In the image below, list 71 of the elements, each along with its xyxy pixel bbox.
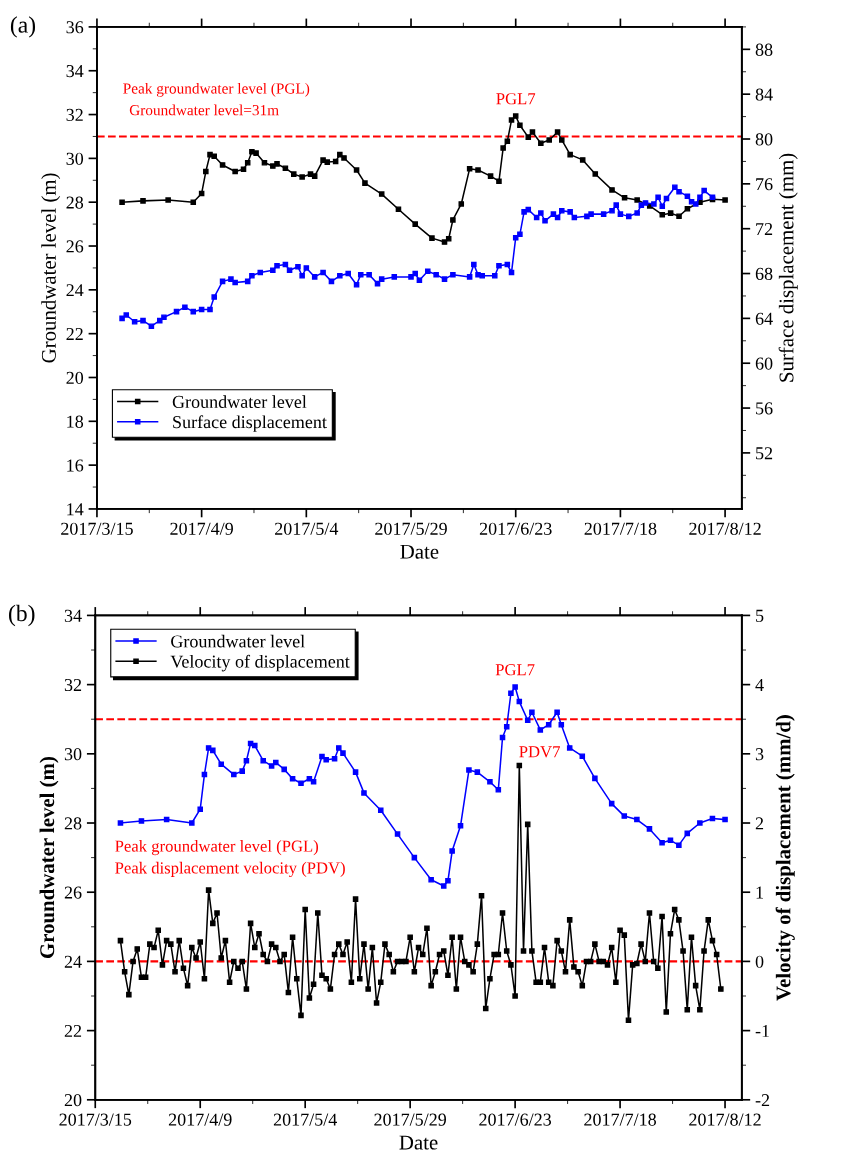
y-axis-title: Groundwater level (m) [39, 757, 59, 959]
annotation: Peak groundwater level (PGL) [115, 840, 319, 856]
annotation: Peak displacement velocity (PDV) [115, 861, 345, 877]
y2-tick-label: 64 [755, 312, 773, 325]
chart-title: (b) [9, 604, 35, 627]
x-tick-label: 2017/8/12 [689, 522, 761, 535]
y2-tick-label: 88 [755, 43, 773, 56]
x-tick-label: 2017/5/29 [375, 522, 447, 535]
y-tick-label: 30 [64, 748, 82, 761]
legend-label: Velocity of displacement [170, 654, 350, 672]
y-tick-label: 16 [67, 459, 84, 472]
x-tick-label: 2017/5/4 [275, 522, 339, 535]
x-tick-label: 2017/5/29 [374, 1113, 447, 1126]
y-tick-label: 28 [64, 817, 82, 830]
y-tick-label: 26 [64, 886, 82, 899]
y2-tick-label: 68 [755, 267, 773, 280]
annotation: PGL7 [495, 664, 535, 676]
y2-tick-label: 1 [756, 886, 763, 899]
y2-tick-label: 5 [756, 609, 764, 622]
y-tick-label: 20 [64, 1094, 82, 1107]
y-tick-label: 22 [64, 1024, 82, 1037]
y2-tick-label: 2 [755, 817, 764, 830]
legend-label: Surface displacement [173, 415, 327, 432]
y2-tick-label: 4 [755, 679, 764, 691]
annotation: Peak groundwater level (PGL) [123, 82, 310, 97]
y-tick-label: 24 [64, 955, 82, 968]
y-tick-label: 30 [66, 152, 84, 165]
y-tick-label: 24 [66, 284, 84, 297]
x-tick-label: 2017/7/18 [584, 522, 657, 535]
y-tick-label: 26 [66, 240, 84, 253]
x-tick-label: 2017/6/23 [479, 522, 552, 535]
x-tick-label: 2017/6/23 [479, 1113, 552, 1126]
legend-label: Groundwater level [172, 395, 307, 408]
y2-tick-label: 76 [756, 178, 773, 191]
x-tick-label: 2017/4/9 [170, 522, 233, 535]
y2-tick-label: 3 [755, 748, 764, 761]
y-tick-label: 32 [64, 678, 82, 692]
y-tick-label: 14 [67, 503, 84, 516]
annotation: PGL7 [496, 93, 536, 105]
y-tick-label: 36 [66, 21, 84, 34]
ref-line-label: Groundwater level=31m [129, 104, 279, 116]
y-tick-label: 32 [66, 108, 83, 121]
x-tick-label: 2017/3/15 [59, 1113, 132, 1126]
y2-tick-label: 84 [755, 88, 773, 101]
x-tick-label: 2017/5/4 [273, 1113, 338, 1126]
y2-tick-label: -2 [755, 1094, 770, 1107]
y2-tick-label: 80 [755, 133, 773, 146]
x-tick-label: 2017/8/12 [689, 1113, 761, 1126]
y2-tick-label: 0 [755, 955, 764, 968]
y2-tick-label: -1 [755, 1024, 769, 1037]
x-axis-title: Date [399, 1135, 438, 1150]
y-tick-label: 34 [64, 609, 82, 622]
annotation: PDV7 [519, 746, 560, 758]
y2-tick-label: 60 [755, 357, 773, 370]
y2-axis-title: Surface displacement (mm) [778, 153, 798, 382]
x-tick-label: 2017/3/15 [61, 522, 133, 535]
y-tick-label: 20 [66, 371, 84, 384]
y-tick-label: 18 [67, 415, 84, 428]
y2-tick-label: 56 [756, 402, 773, 415]
y2-tick-label: 52 [756, 447, 773, 460]
y2-tick-label: 72 [756, 223, 773, 235]
x-tick-label: 2017/4/9 [168, 1113, 232, 1126]
x-tick-label: 2017/7/18 [584, 1113, 657, 1126]
x-axis-title: Date [400, 544, 439, 559]
y-tick-label: 34 [66, 65, 84, 78]
y-axis-title: Groundwater level (m) [41, 173, 61, 363]
legend-label: Groundwater level [171, 634, 305, 648]
chart-title: (a) [10, 16, 36, 38]
y-tick-label: 28 [66, 196, 84, 209]
y2-axis-title: Velocity of displacement (mm/d) [775, 715, 795, 1001]
y-tick-label: 22 [66, 327, 83, 340]
